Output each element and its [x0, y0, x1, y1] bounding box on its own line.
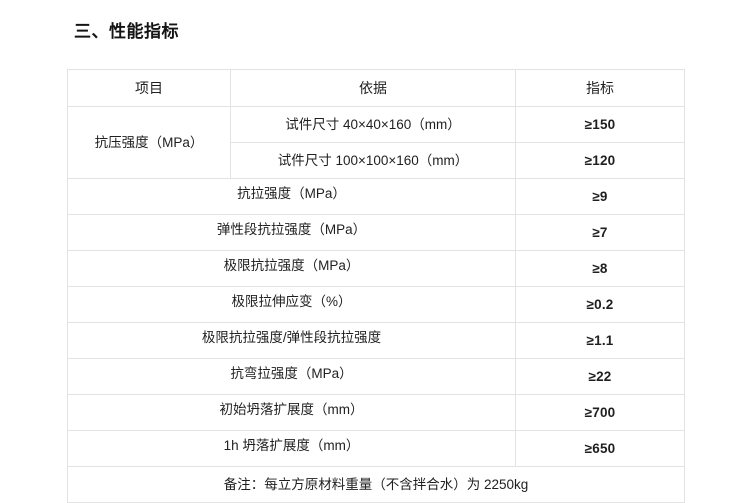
row-value-text: ≥1.1 [586, 332, 614, 348]
table-header: 项目 依据 指标 [67, 69, 685, 107]
row-value-text: ≥8 [592, 260, 608, 276]
table-footnote: 备注：每立方原材料重量（不含拌合水）为 2250kg [67, 466, 685, 503]
performance-spec-table: 项目 依据 指标 抗压强度（MPa） 试件 [67, 69, 685, 503]
spec-table-container: 项目 依据 指标 抗压强度（MPa） 试件 [67, 69, 685, 503]
row-value-cell: ≥150 [515, 106, 685, 143]
row-label-text: 抗拉强度（MPa） [237, 186, 346, 201]
row-label-ultimate-tensile-strain: 极限拉伸应变（%） [67, 286, 516, 323]
table-row: 1h 坍落扩展度（mm） ≥650 [67, 430, 685, 467]
document-page: 三、性能指标 项目 依据 指标 [67, 22, 685, 503]
column-header-item: 项目 [67, 69, 231, 107]
row-value-cell: ≥22 [515, 358, 685, 395]
row-label-tensile-strength: 抗拉强度（MPa） [67, 178, 516, 215]
row-value-cell: ≥120 [515, 142, 685, 179]
row-value-text: ≥120 [584, 152, 616, 168]
table-row: 抗压强度（MPa） 试件尺寸 40×40×160（mm） ≥150 [67, 106, 685, 179]
row-basis-text: 试件尺寸 40×40×160（mm） [285, 116, 461, 132]
row-value-text: ≥22 [588, 368, 612, 384]
column-header-index-label: 指标 [586, 80, 614, 96]
row-label-1h-slump-flow: 1h 坍落扩展度（mm） [67, 430, 516, 467]
column-header-basis: 依据 [230, 69, 516, 107]
table-row: 极限抗拉强度/弹性段抗拉强度 ≥1.1 [67, 322, 685, 359]
row-basis-cell: 试件尺寸 100×100×160（mm） [230, 142, 516, 179]
row-value-cell: ≥8 [515, 250, 685, 287]
row-label-text: 弹性段抗拉强度（MPa） [216, 222, 367, 237]
row-value-text: ≥650 [584, 440, 616, 456]
row-value-cell: ≥700 [515, 394, 685, 431]
table-row: 弹性段抗拉强度（MPa） ≥7 [67, 214, 685, 251]
row-basis-cell: 试件尺寸 40×40×160（mm） [230, 106, 516, 143]
table-row: 备注：每立方原材料重量（不含拌合水）为 2250kg [67, 466, 685, 503]
row-label-strength-ratio: 极限抗拉强度/弹性段抗拉强度 [67, 322, 516, 359]
row-value-cell: ≥9 [515, 178, 685, 215]
table-row: 抗弯拉强度（MPa） ≥22 [67, 358, 685, 395]
row-value-text: ≥7 [592, 224, 608, 240]
row-label-text: 极限拉伸应变（%） [231, 294, 352, 309]
table-row: 极限拉伸应变（%） ≥0.2 [67, 286, 685, 323]
row-value-cell: ≥1.1 [515, 322, 685, 359]
table-header-row: 项目 依据 指标 [67, 69, 685, 107]
column-header-item-label: 项目 [135, 80, 163, 96]
row-value-text: ≥700 [584, 404, 616, 420]
row-value-text: ≥150 [584, 116, 616, 132]
row-label-text: 1h 坍落扩展度（mm） [223, 438, 360, 453]
row-label-text: 抗弯拉强度（MPa） [230, 366, 353, 381]
table-body: 抗压强度（MPa） 试件尺寸 40×40×160（mm） ≥150 试件尺寸 1… [67, 106, 685, 503]
row-basis-text: 试件尺寸 100×100×160（mm） [277, 152, 469, 168]
row-label-compressive-strength: 抗压强度（MPa） [67, 106, 231, 179]
row-label-ultimate-tensile-strength: 极限抗拉强度（MPa） [67, 250, 516, 287]
row-value-text: ≥9 [592, 188, 608, 204]
row-value-cell: ≥0.2 [515, 286, 685, 323]
row-label-text: 极限抗拉强度（MPa） [223, 258, 360, 273]
table-row: 极限抗拉强度（MPa） ≥8 [67, 250, 685, 287]
row-label-initial-slump-flow: 初始坍落扩展度（mm） [67, 394, 516, 431]
table-row: 初始坍落扩展度（mm） ≥700 [67, 394, 685, 431]
row-label-text: 初始坍落扩展度（mm） [219, 402, 364, 417]
column-header-index: 指标 [515, 69, 685, 107]
row-label-flexural-tensile-strength: 抗弯拉强度（MPa） [67, 358, 516, 395]
column-header-basis-label: 依据 [359, 80, 387, 96]
table-row: 抗拉强度（MPa） ≥9 [67, 178, 685, 215]
row-label-text: 极限抗拉强度/弹性段抗拉强度 [201, 330, 382, 345]
row-label-elastic-tensile-strength: 弹性段抗拉强度（MPa） [67, 214, 516, 251]
page-title: 三、性能指标 [74, 22, 179, 41]
row-value-cell: ≥7 [515, 214, 685, 251]
row-label-text: 抗压强度（MPa） [94, 134, 204, 150]
row-value-text: ≥0.2 [586, 296, 614, 312]
row-value-cell: ≥650 [515, 430, 685, 467]
